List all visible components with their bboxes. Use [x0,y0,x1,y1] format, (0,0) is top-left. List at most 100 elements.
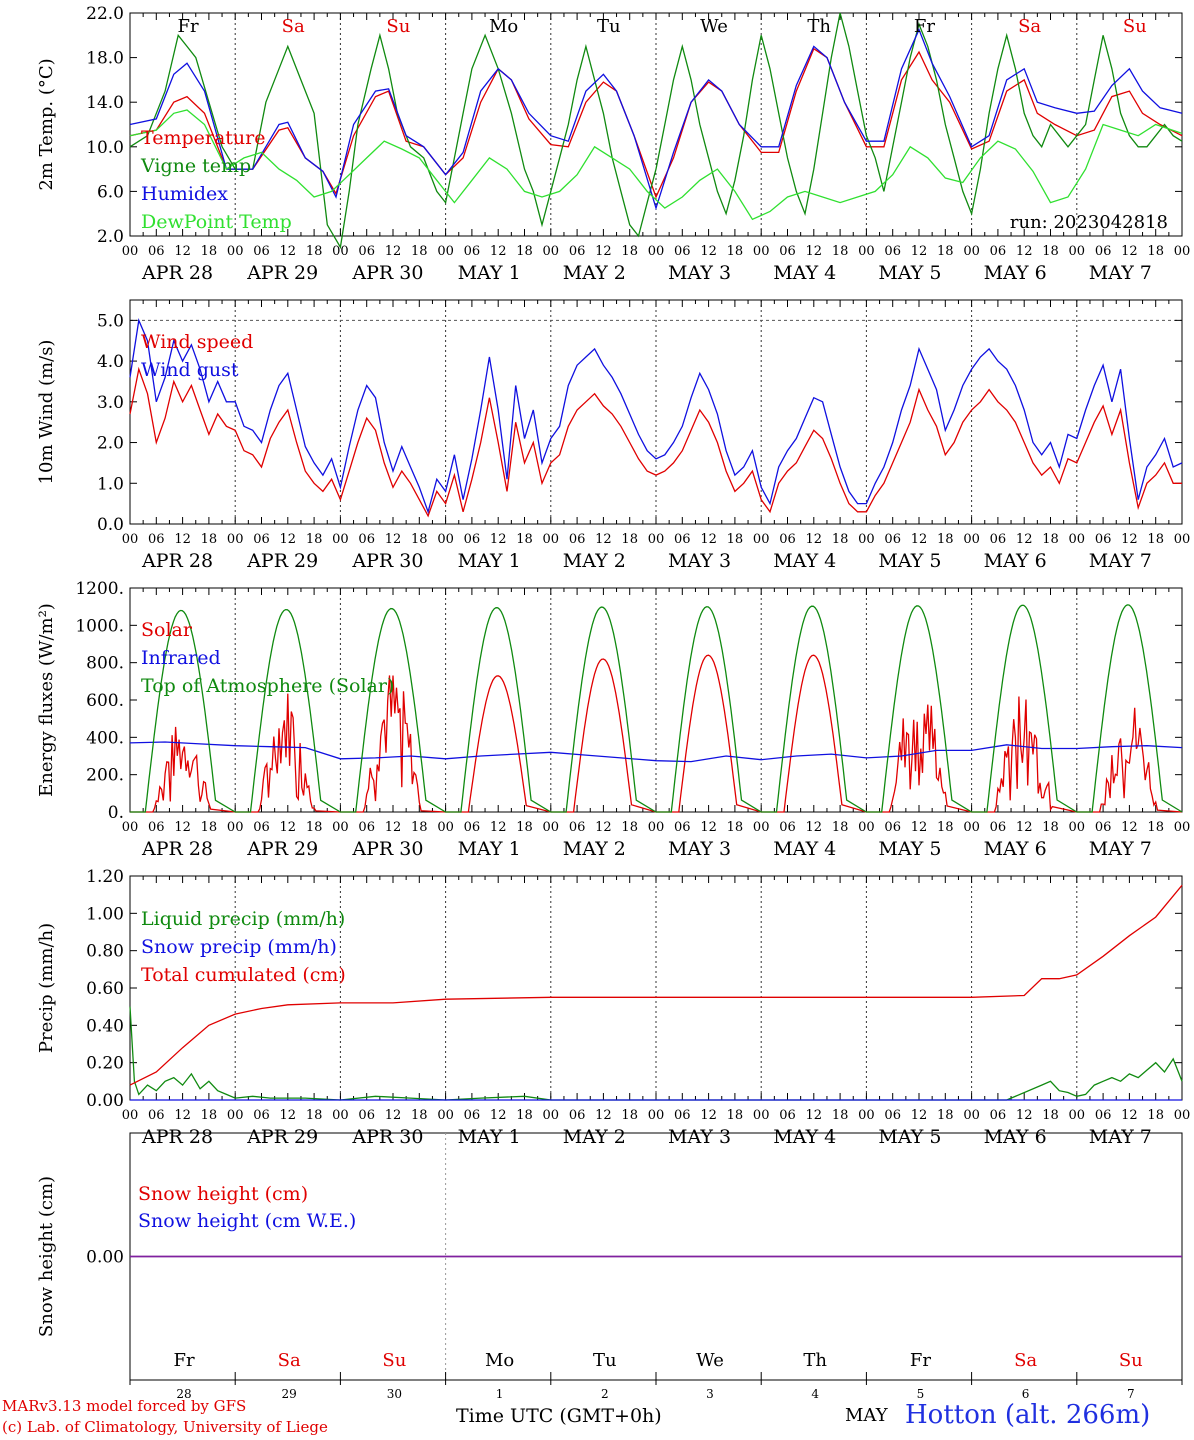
hour-tick-label: 18 [937,244,954,259]
hour-tick-label: 06 [569,820,586,835]
day-number: 1 [496,1387,504,1401]
hour-tick-label: 18 [411,820,428,835]
date-label: APR 28 [141,838,213,860]
hour-tick-label: 06 [148,532,165,547]
hour-tick-label: 18 [306,820,323,835]
y-tick-label: 0.40 [86,1016,124,1036]
y-axis-title: 10m Wind (m/s) [36,340,57,485]
date-label: MAY 3 [668,262,731,284]
day-name: Fr [910,1350,931,1371]
hour-tick-label: 00 [332,1108,349,1123]
y-axis-title: 2m Temp. (°C) [36,58,57,190]
hour-tick-label: 12 [385,532,402,547]
date-label: MAY 2 [563,550,626,572]
hour-tick-label: 18 [1042,1108,1059,1123]
hour-tick-label: 06 [1095,1108,1112,1123]
hour-tick-label: 00 [332,820,349,835]
hour-tick-label: 06 [779,1108,796,1123]
hour-tick-label: 12 [911,532,928,547]
hour-tick-label: 00 [122,532,139,547]
day-name: Mo [489,16,518,37]
day-name: Mo [485,1350,514,1371]
day-name: Sa [278,1350,301,1371]
model-credit: MARv3.13 model forced by GFS [2,1397,247,1415]
hour-tick-label: 18 [306,244,323,259]
date-label: MAY 2 [563,262,626,284]
date-label: APR 30 [351,1126,423,1148]
y-tick-label: 600. [86,691,124,711]
hour-tick-label: 12 [490,532,507,547]
hour-tick-label: 18 [937,1108,954,1123]
y-tick-label: 0. [108,803,124,823]
hour-tick-label: 12 [490,1108,507,1123]
hour-tick-label: 18 [621,1108,638,1123]
legend-entry: Liquid precip (mm/h) [141,908,345,930]
day-name: Su [382,1350,406,1371]
date-label: MAY 5 [878,1126,941,1148]
hour-tick-label: 18 [201,244,218,259]
hour-tick-label: 18 [621,532,638,547]
series-line [129,1006,1183,1101]
y-tick-label: 2.0 [97,227,124,247]
hour-tick-label: 00 [963,820,980,835]
series-line [129,12,1183,250]
hour-tick-label: 00 [963,1108,980,1123]
station-label: Hotton (alt. 266m) [905,1400,1151,1430]
hour-tick-label: 06 [358,532,375,547]
y-tick-label: 200. [86,766,124,786]
day-name: Fr [177,16,198,37]
y-tick-label: 4.0 [97,352,124,372]
series-line [129,884,1183,1086]
hour-tick-label: 12 [806,1108,823,1123]
hour-tick-label: 06 [464,820,481,835]
hour-tick-label: 00 [648,244,665,259]
hour-tick-label: 06 [148,820,165,835]
y-tick-label: 0.80 [86,942,124,962]
legend-entry: Snow height (cm) [138,1183,308,1205]
legend-entry: Humidex [141,183,228,205]
y-tick-label: 0.00 [86,1248,124,1268]
series-line [129,366,1182,518]
hour-tick-label: 12 [806,820,823,835]
series-line [130,604,1183,813]
hour-tick-label: 06 [884,820,901,835]
date-label: MAY 2 [563,838,626,860]
hour-tick-label: 18 [1147,532,1164,547]
hour-tick-label: 18 [306,1108,323,1123]
y-tick-label: 0.60 [86,979,124,999]
hour-tick-label: 12 [174,1108,191,1123]
y-tick-label: 1.00 [86,904,124,924]
hour-tick-label: 18 [832,1108,849,1123]
y-tick-label: 0.0 [97,515,124,535]
day-name: Su [1119,1350,1143,1371]
date-label: MAY 6 [984,550,1047,572]
hour-tick-label: 00 [858,532,875,547]
hour-tick-label: 18 [411,1108,428,1123]
date-label: MAY 6 [984,262,1047,284]
hour-tick-label: 06 [990,244,1007,259]
hour-tick-label: 18 [727,1108,744,1123]
hour-tick-label: 12 [806,532,823,547]
day-name: Tu [597,16,621,37]
hour-tick-label: 00 [437,244,454,259]
series-line [129,318,1183,514]
hour-tick-label: 12 [700,820,717,835]
series-line [129,109,1183,221]
y-tick-label: 0.00 [86,1091,124,1111]
legend-entry: Vigne temp [140,155,251,177]
series-line [129,28,1183,211]
legend-entry: Wind speed [141,331,253,353]
day-name: We [696,1350,724,1371]
day-name: Fr [173,1350,194,1371]
hour-tick-label: 12 [700,244,717,259]
hour-tick-label: 12 [1121,532,1138,547]
hour-tick-label: 12 [595,244,612,259]
hour-tick-label: 06 [674,1108,691,1123]
day-name: Fr [914,16,935,37]
hour-tick-label: 06 [569,1108,586,1123]
hour-tick-label: 18 [621,820,638,835]
hour-tick-label: 12 [911,244,928,259]
hour-tick-label: 12 [1016,1108,1033,1123]
date-label: APR 28 [141,1126,213,1148]
y-tick-label: 6.0 [97,182,124,202]
